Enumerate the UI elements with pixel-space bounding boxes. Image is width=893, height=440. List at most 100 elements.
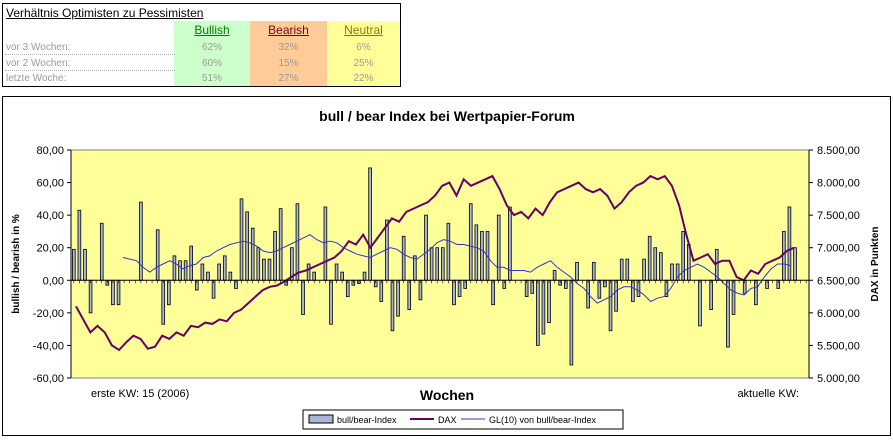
y-tick-label: -40,00 [33, 340, 64, 352]
bar [793, 247, 797, 281]
bar [709, 279, 713, 311]
bar [71, 248, 76, 281]
bearish-value: 27% [278, 73, 299, 84]
bar [547, 279, 551, 324]
bar [496, 214, 501, 281]
bar [334, 263, 339, 281]
bar [642, 258, 646, 281]
bar [440, 247, 445, 281]
bar [312, 271, 317, 281]
neutral-value: 22% [353, 73, 374, 84]
bar [659, 252, 663, 281]
y-tick-label: -60,00 [33, 373, 64, 385]
legend-label-gl: GL(10) von bull/bear-Index [489, 415, 597, 425]
bar [99, 222, 104, 281]
bar [273, 231, 277, 281]
bar [189, 245, 194, 281]
x-axis-label: Wochen [420, 387, 474, 403]
bar [88, 279, 93, 314]
bar [591, 261, 596, 281]
bar [452, 279, 456, 306]
bearish-value: 32% [278, 42, 299, 53]
bar [116, 279, 121, 306]
y2-tick-label: 6.000,00 [817, 308, 860, 320]
bar [552, 270, 557, 281]
bar [647, 235, 652, 281]
bar [726, 279, 730, 348]
dax-line [75, 174, 795, 352]
bar [267, 258, 272, 281]
y2-tick-label: 5.500,00 [817, 340, 860, 352]
first-week-annotation: erste KW: 15 (2006) [91, 388, 189, 400]
neutral-value: 25% [353, 58, 374, 69]
bar [278, 208, 283, 281]
y2-tick-label: 8.500,00 [817, 145, 860, 157]
bar [340, 271, 344, 281]
bar [625, 258, 630, 281]
bar [329, 279, 333, 325]
row-divider [5, 70, 175, 71]
bar [323, 206, 328, 281]
bar [228, 271, 233, 281]
y-tick-label: -20,00 [33, 308, 64, 320]
bar [653, 247, 658, 281]
bullish-value: 60% [201, 58, 222, 69]
bar [731, 279, 736, 315]
bar [619, 258, 624, 281]
bar [295, 203, 300, 281]
y-tick-label: 80,00 [36, 145, 64, 157]
bar [301, 279, 305, 315]
row-divider [5, 54, 175, 55]
y-tick-label: 20,00 [36, 243, 64, 255]
bar [413, 255, 417, 281]
bar [167, 279, 171, 306]
bar [608, 279, 613, 332]
neutral-value: 6% [356, 42, 371, 53]
y-axis-label: bullish / bearish in % [11, 214, 22, 314]
bar [379, 279, 384, 302]
bar [429, 247, 434, 281]
bar [575, 261, 579, 281]
bar [206, 271, 210, 281]
bar [541, 279, 546, 335]
legend: bull/bear-Index DAX GL(10) von bull/bear… [302, 409, 624, 430]
neutral-header: Neutral [344, 23, 383, 37]
bar [631, 279, 635, 302]
y2-axis-label: DAX in Punkten [870, 226, 881, 301]
bar [83, 248, 87, 281]
bar [111, 279, 115, 306]
bar [362, 271, 367, 281]
bar [368, 167, 372, 281]
bar [155, 229, 160, 281]
sentiment-title: Verhältnis Optimisten zu Pessimisten [6, 6, 204, 20]
bar [536, 279, 540, 346]
row-label: vor 2 Wochen: [6, 58, 71, 69]
bar [239, 198, 244, 281]
bar [407, 279, 412, 311]
bullish-column-bg [174, 21, 250, 86]
bar [569, 279, 574, 366]
bull-bear-chart: bull / bear Index bei Wertpapier-Forum 8… [11, 108, 881, 430]
y-tick-label: 40,00 [36, 210, 64, 222]
bar [262, 258, 266, 281]
bar [435, 247, 440, 281]
gl10-line [122, 234, 792, 304]
legend-label-dax: DAX [438, 415, 457, 425]
legend-label-index: bull/bear-Index [337, 415, 397, 425]
bar [390, 279, 395, 332]
y2-tick-label: 6.500,00 [817, 275, 860, 287]
bar [178, 260, 182, 281]
bar [256, 247, 261, 281]
y-tick-label: 0,00 [43, 275, 64, 287]
row-label: letzte Woche: [6, 73, 67, 84]
chart-title: bull / bear Index bei Wertpapier-Forum [319, 108, 575, 124]
bar [424, 214, 428, 281]
bearish-value: 15% [278, 58, 299, 69]
bar [183, 260, 188, 281]
bullish-header: Bullish [194, 23, 230, 37]
bar [698, 279, 702, 327]
y2-tick-label: 7.500,00 [817, 210, 860, 222]
bar [217, 263, 221, 281]
y-tick-label: 60,00 [36, 178, 64, 190]
bar [161, 279, 166, 325]
